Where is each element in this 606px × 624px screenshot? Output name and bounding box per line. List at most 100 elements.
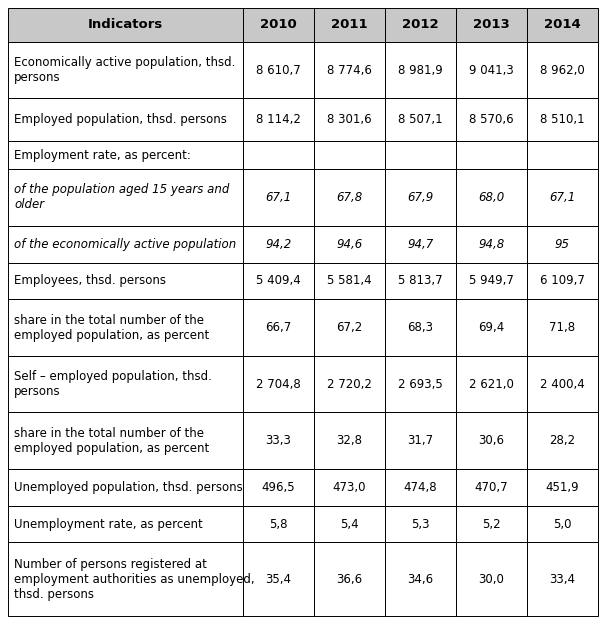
Bar <box>456 99 527 141</box>
Text: 67,8: 67,8 <box>336 191 362 204</box>
Text: of the population aged 15 years and
older: of the population aged 15 years and olde… <box>14 183 230 212</box>
Bar <box>527 300 598 356</box>
Bar <box>385 226 456 263</box>
Bar <box>8 356 242 412</box>
Text: 33,3: 33,3 <box>265 434 291 447</box>
Text: 2011: 2011 <box>331 19 367 31</box>
Text: 67,1: 67,1 <box>265 191 291 204</box>
Text: 2 720,2: 2 720,2 <box>327 378 371 391</box>
Text: 69,4: 69,4 <box>478 321 505 334</box>
Text: Number of persons registered at
employment authorities as unemployed,
thsd. pers: Number of persons registered at employme… <box>14 558 255 601</box>
Text: 67,9: 67,9 <box>407 191 433 204</box>
Bar <box>242 469 314 505</box>
Bar <box>8 141 242 169</box>
Text: Indicators: Indicators <box>88 19 163 31</box>
Text: Employment rate, as percent:: Employment rate, as percent: <box>14 149 191 162</box>
Bar <box>242 412 314 469</box>
Text: 470,7: 470,7 <box>474 481 508 494</box>
Text: Employees, thsd. persons: Employees, thsd. persons <box>14 275 166 288</box>
Bar <box>385 263 456 300</box>
Bar <box>527 412 598 469</box>
Bar <box>8 42 242 99</box>
Text: 2 704,8: 2 704,8 <box>256 378 301 391</box>
Bar <box>8 300 242 356</box>
Bar <box>385 412 456 469</box>
Text: 2014: 2014 <box>544 19 581 31</box>
Bar <box>242 356 314 412</box>
Bar <box>314 263 385 300</box>
Bar <box>385 99 456 141</box>
Bar <box>8 169 242 226</box>
Text: 66,7: 66,7 <box>265 321 291 334</box>
Text: 6 109,7: 6 109,7 <box>540 275 585 288</box>
Bar <box>314 356 385 412</box>
Text: 8 774,6: 8 774,6 <box>327 64 371 77</box>
Bar <box>385 169 456 226</box>
Bar <box>385 141 456 169</box>
Text: 496,5: 496,5 <box>261 481 295 494</box>
Text: Unemployed population, thsd. persons: Unemployed population, thsd. persons <box>14 481 243 494</box>
Text: 8 301,6: 8 301,6 <box>327 113 371 126</box>
Text: 2010: 2010 <box>260 19 296 31</box>
Text: 5,4: 5,4 <box>340 517 359 530</box>
Bar <box>314 169 385 226</box>
Bar <box>8 542 242 616</box>
Text: 5,2: 5,2 <box>482 517 501 530</box>
Text: of the economically active population: of the economically active population <box>14 238 236 251</box>
Bar <box>242 505 314 542</box>
Text: 33,4: 33,4 <box>550 573 576 586</box>
Text: 451,9: 451,9 <box>545 481 579 494</box>
Bar <box>8 469 242 505</box>
Bar <box>314 99 385 141</box>
Text: 5 813,7: 5 813,7 <box>398 275 442 288</box>
Bar <box>314 8 385 42</box>
Bar <box>242 169 314 226</box>
Text: 2 621,0: 2 621,0 <box>469 378 514 391</box>
Text: Employed population, thsd. persons: Employed population, thsd. persons <box>14 113 227 126</box>
Text: 8 570,6: 8 570,6 <box>469 113 514 126</box>
Text: 35,4: 35,4 <box>265 573 291 586</box>
Text: 68,0: 68,0 <box>478 191 505 204</box>
Bar <box>527 169 598 226</box>
Bar <box>314 469 385 505</box>
Bar <box>527 505 598 542</box>
Bar <box>314 300 385 356</box>
Bar <box>385 8 456 42</box>
Text: 5 409,4: 5 409,4 <box>256 275 301 288</box>
Text: 473,0: 473,0 <box>333 481 366 494</box>
Text: 94,8: 94,8 <box>478 238 505 251</box>
Text: 32,8: 32,8 <box>336 434 362 447</box>
Bar <box>527 8 598 42</box>
Text: 30,0: 30,0 <box>478 573 504 586</box>
Text: Self – employed population, thsd.
persons: Self – employed population, thsd. person… <box>14 370 212 398</box>
Text: 9 041,3: 9 041,3 <box>469 64 514 77</box>
Bar <box>314 226 385 263</box>
Text: 5 581,4: 5 581,4 <box>327 275 371 288</box>
Bar <box>385 505 456 542</box>
Text: 5,8: 5,8 <box>269 517 287 530</box>
Bar <box>385 469 456 505</box>
Text: Unemployment rate, as percent: Unemployment rate, as percent <box>14 517 203 530</box>
Text: 94,6: 94,6 <box>336 238 362 251</box>
Text: 8 962,0: 8 962,0 <box>540 64 585 77</box>
Bar <box>456 8 527 42</box>
Bar <box>527 99 598 141</box>
Bar <box>527 141 598 169</box>
Bar <box>456 469 527 505</box>
Bar <box>385 42 456 99</box>
Text: 71,8: 71,8 <box>550 321 576 334</box>
Bar <box>8 263 242 300</box>
Bar <box>456 169 527 226</box>
Text: 30,6: 30,6 <box>478 434 504 447</box>
Text: 94,2: 94,2 <box>265 238 291 251</box>
Bar <box>456 505 527 542</box>
Text: 67,1: 67,1 <box>549 191 576 204</box>
Text: share in the total number of the
employed population, as percent: share in the total number of the employe… <box>14 313 209 341</box>
Bar <box>314 42 385 99</box>
Text: 2013: 2013 <box>473 19 510 31</box>
Bar <box>456 226 527 263</box>
Text: 5,0: 5,0 <box>553 517 571 530</box>
Bar <box>456 542 527 616</box>
Text: 8 981,9: 8 981,9 <box>398 64 442 77</box>
Text: 31,7: 31,7 <box>407 434 433 447</box>
